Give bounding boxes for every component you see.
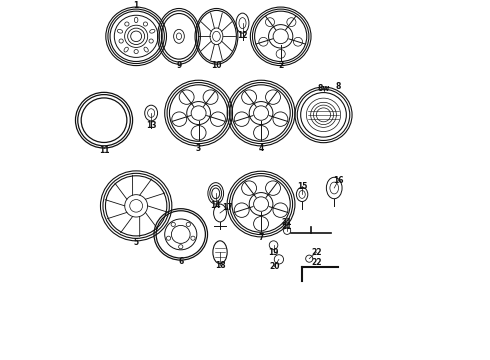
Ellipse shape bbox=[179, 245, 183, 249]
Ellipse shape bbox=[191, 236, 195, 240]
Ellipse shape bbox=[171, 222, 175, 226]
Text: 8: 8 bbox=[335, 82, 341, 91]
Text: 11: 11 bbox=[99, 146, 109, 155]
Ellipse shape bbox=[167, 236, 171, 240]
Text: 5: 5 bbox=[134, 238, 139, 247]
Ellipse shape bbox=[186, 222, 191, 226]
Ellipse shape bbox=[125, 22, 129, 26]
Text: 15: 15 bbox=[297, 182, 307, 191]
Text: 19: 19 bbox=[269, 248, 279, 257]
Ellipse shape bbox=[134, 49, 138, 54]
Text: 2: 2 bbox=[278, 62, 283, 71]
Text: 13: 13 bbox=[146, 121, 156, 130]
Text: 9: 9 bbox=[176, 62, 182, 71]
Text: 14: 14 bbox=[211, 201, 221, 210]
Text: 6: 6 bbox=[178, 257, 183, 266]
Text: 1: 1 bbox=[134, 1, 139, 10]
Text: 22: 22 bbox=[311, 248, 321, 257]
Text: 4: 4 bbox=[258, 144, 264, 153]
Text: 3: 3 bbox=[196, 144, 201, 153]
Ellipse shape bbox=[149, 39, 153, 43]
Ellipse shape bbox=[143, 22, 147, 26]
Text: 18: 18 bbox=[215, 261, 225, 270]
Text: 20: 20 bbox=[269, 262, 279, 271]
Ellipse shape bbox=[119, 39, 123, 43]
Text: 10: 10 bbox=[211, 62, 221, 71]
Text: 16: 16 bbox=[333, 176, 344, 185]
Text: 21: 21 bbox=[282, 222, 293, 231]
Text: 7: 7 bbox=[258, 234, 264, 243]
Text: 8w: 8w bbox=[318, 84, 330, 93]
Text: 21: 21 bbox=[282, 219, 293, 228]
Text: 22: 22 bbox=[311, 258, 321, 267]
Text: 17: 17 bbox=[222, 203, 232, 212]
Text: 12: 12 bbox=[237, 31, 248, 40]
